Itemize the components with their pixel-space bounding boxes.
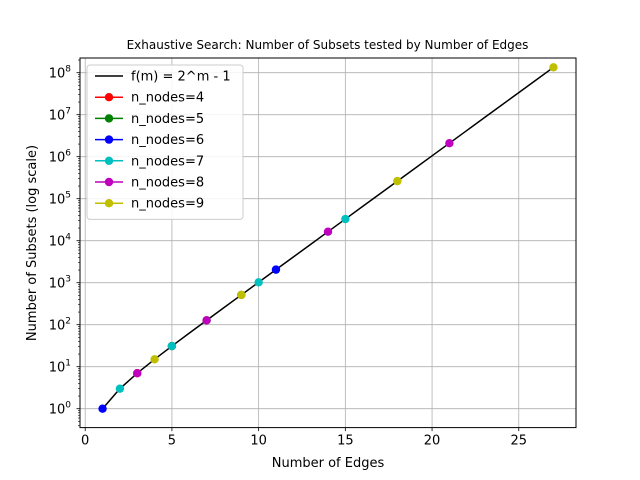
y-tick-label: 105 <box>49 191 71 208</box>
legend-label: n_nodes=4 <box>131 91 204 106</box>
axis-ticks: 0 5 10 15 20 25 100 101 102 103 104 105 106 107 108 <box>49 59 527 449</box>
x-tick-label: 25 <box>510 434 527 449</box>
legend-label: n_nodes=7 <box>131 154 204 169</box>
data-point <box>237 290 246 300</box>
legend-marker <box>104 93 114 102</box>
data-point <box>202 316 211 325</box>
data-point <box>341 214 350 224</box>
legend-label: n_nodes=8 <box>131 176 204 191</box>
series-n-nodes-9 <box>150 63 558 364</box>
x-tick-label: 5 <box>168 434 176 449</box>
data-point <box>150 355 159 364</box>
series-n-nodes-6 <box>98 265 281 413</box>
data-point <box>133 369 142 378</box>
y-tick-label: 101 <box>49 359 71 376</box>
data-point <box>115 384 125 393</box>
x-tick-label: 0 <box>81 434 89 449</box>
legend-box <box>86 64 244 220</box>
chart-title: Exhaustive Search: Number of Subsets tes… <box>127 38 529 52</box>
y-tick-label: 102 <box>49 317 71 334</box>
legend-label: n_nodes=9 <box>131 197 204 212</box>
y-tick-label: 108 <box>49 65 72 82</box>
legend-marker <box>104 177 114 187</box>
data-point <box>323 227 333 236</box>
legend-marker <box>104 156 114 165</box>
y-tick-label: 107 <box>49 107 71 124</box>
legend-label: f(m) = 2^m - 1 <box>131 70 231 85</box>
plot-data <box>98 63 558 413</box>
data-point <box>271 265 281 274</box>
data-point <box>254 278 263 287</box>
series-n-nodes-8 <box>133 138 454 378</box>
x-axis-label: Number of Edges <box>272 456 385 471</box>
x-tick-label: 10 <box>250 434 267 449</box>
legend-label: n_nodes=6 <box>131 133 204 148</box>
y-tick-label: 100 <box>49 401 72 418</box>
x-tick-label: 20 <box>424 434 441 449</box>
y-tick-label: 106 <box>49 149 72 166</box>
y-tick-label: 104 <box>49 233 72 250</box>
x-tick-label: 15 <box>337 434 354 449</box>
legend-marker <box>104 135 114 144</box>
data-point <box>98 404 107 413</box>
legend: f(m) = 2^m - 1 n_nodes=4 n_nodes=5 n_nodes=… <box>86 64 244 220</box>
data-point <box>167 341 177 351</box>
data-point <box>549 63 558 72</box>
legend-marker <box>104 199 114 208</box>
data-point <box>393 176 402 186</box>
y-tick-label: 103 <box>49 275 71 292</box>
y-axis-label: Number of Subsets (log scale) <box>25 145 40 341</box>
series-n-nodes-7 <box>115 214 350 393</box>
legend-label: n_nodes=5 <box>131 112 204 127</box>
data-point <box>445 138 454 148</box>
legend-marker <box>104 114 114 123</box>
